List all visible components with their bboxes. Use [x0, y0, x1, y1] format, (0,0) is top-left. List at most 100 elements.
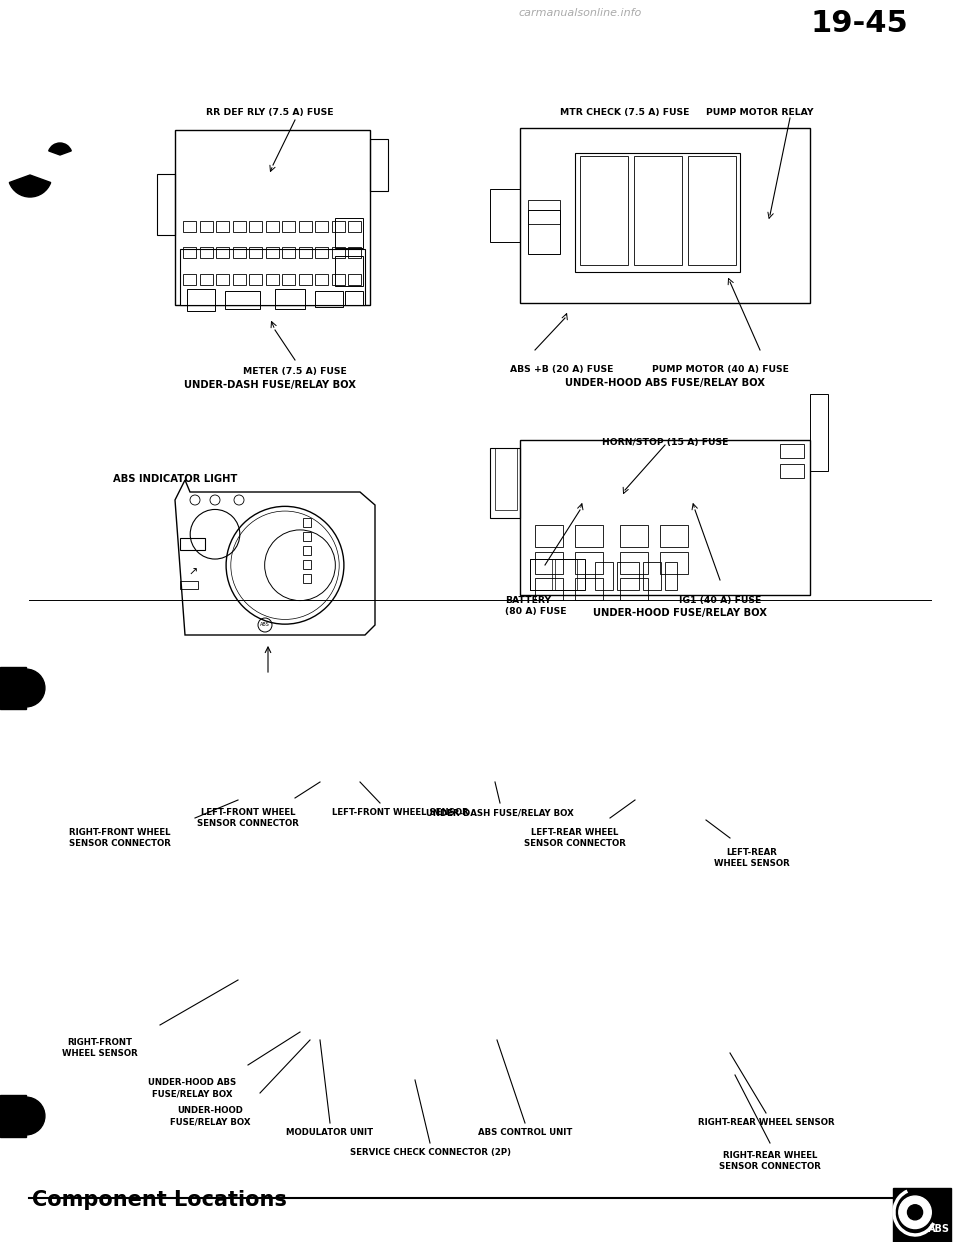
Bar — [200, 273, 212, 284]
Text: UNDER-HOOD ABS
FUSE/RELAY BOX: UNDER-HOOD ABS FUSE/RELAY BOX — [148, 1078, 236, 1098]
Text: PUMP MOTOR (40 A) FUSE: PUMP MOTOR (40 A) FUSE — [652, 365, 788, 374]
Bar — [303, 574, 311, 582]
Bar — [348, 273, 361, 284]
Circle shape — [899, 1196, 931, 1228]
Bar — [810, 394, 828, 471]
Bar — [249, 273, 262, 284]
Bar — [232, 221, 246, 232]
Bar — [282, 221, 295, 232]
Bar — [555, 559, 577, 590]
Text: RIGHT-FRONT WHEEL
SENSOR CONNECTOR: RIGHT-FRONT WHEEL SENSOR CONNECTOR — [69, 828, 171, 848]
Bar — [490, 448, 520, 518]
Bar — [348, 221, 361, 232]
Text: ↗: ↗ — [188, 568, 198, 578]
Text: MODULATOR UNIT: MODULATOR UNIT — [286, 1128, 373, 1136]
Bar — [266, 273, 278, 284]
Bar — [348, 247, 361, 258]
Text: HORN/STOP (15 A) FUSE: HORN/STOP (15 A) FUSE — [602, 438, 729, 447]
Text: SERVICE CHECK CONNECTOR (2P): SERVICE CHECK CONNECTOR (2P) — [349, 1148, 511, 1158]
Bar — [303, 532, 311, 540]
Bar — [216, 247, 229, 258]
Bar — [200, 247, 212, 258]
Text: IG1 (40 A) FUSE: IG1 (40 A) FUSE — [679, 596, 761, 605]
Bar — [266, 221, 278, 232]
Text: LEFT-REAR WHEEL
SENSOR CONNECTOR: LEFT-REAR WHEEL SENSOR CONNECTOR — [524, 828, 626, 848]
Bar — [225, 291, 260, 309]
Text: UNDER-DASH FUSE/RELAY BOX: UNDER-DASH FUSE/RELAY BOX — [184, 380, 356, 390]
Bar — [282, 247, 295, 258]
Bar — [528, 210, 560, 255]
Text: RIGHT-REAR WHEEL
SENSOR CONNECTOR: RIGHT-REAR WHEEL SENSOR CONNECTOR — [719, 1151, 821, 1171]
Text: MTR CHECK (7.5 A) FUSE: MTR CHECK (7.5 A) FUSE — [560, 108, 689, 117]
Bar — [303, 545, 311, 554]
Bar — [643, 563, 661, 590]
Bar — [575, 525, 603, 548]
Bar — [180, 580, 198, 589]
Bar — [299, 221, 311, 232]
Bar — [157, 174, 175, 235]
Bar — [665, 563, 677, 590]
Bar — [530, 559, 552, 590]
Bar — [520, 128, 810, 303]
Bar — [331, 273, 345, 284]
Bar — [620, 578, 648, 600]
Bar — [282, 273, 295, 284]
Bar — [580, 156, 628, 265]
Bar — [200, 221, 212, 232]
Bar — [620, 551, 648, 574]
Text: UNDER-HOOD ABS FUSE/RELAY BOX: UNDER-HOOD ABS FUSE/RELAY BOX — [565, 378, 765, 388]
Bar — [780, 443, 804, 458]
Text: PUMP MOTOR RELAY: PUMP MOTOR RELAY — [707, 108, 814, 117]
Bar — [249, 247, 262, 258]
Text: RIGHT-REAR WHEEL SENSOR: RIGHT-REAR WHEEL SENSOR — [698, 1118, 834, 1126]
Text: ABS: ABS — [260, 622, 270, 627]
Bar — [528, 200, 560, 225]
Bar — [183, 221, 196, 232]
Bar — [331, 247, 345, 258]
Bar — [0, 1095, 26, 1136]
Bar — [299, 273, 311, 284]
Bar — [0, 667, 26, 709]
Bar — [617, 563, 639, 590]
Bar — [893, 1189, 951, 1242]
Bar — [575, 153, 740, 272]
Text: UNDER-DASH FUSE/RELAY BOX: UNDER-DASH FUSE/RELAY BOX — [426, 809, 574, 817]
Text: BATTERY
(80 A) FUSE: BATTERY (80 A) FUSE — [505, 596, 566, 616]
Bar — [634, 156, 682, 265]
Bar — [180, 538, 205, 550]
Text: ABS +B (20 A) FUSE: ABS +B (20 A) FUSE — [510, 365, 613, 374]
Text: LEFT-FRONT WHEEL
SENSOR CONNECTOR: LEFT-FRONT WHEEL SENSOR CONNECTOR — [197, 809, 299, 828]
Bar — [299, 247, 311, 258]
Bar — [575, 578, 603, 600]
Bar — [303, 518, 311, 527]
Bar — [335, 219, 363, 248]
Bar — [249, 221, 262, 232]
Bar — [183, 247, 196, 258]
Bar — [345, 291, 363, 306]
Wedge shape — [26, 669, 45, 707]
Text: METER (7.5 A) FUSE: METER (7.5 A) FUSE — [243, 366, 347, 376]
Bar — [266, 247, 278, 258]
Text: Component Locations: Component Locations — [32, 1190, 287, 1210]
Circle shape — [907, 1205, 923, 1220]
Bar — [275, 289, 305, 309]
Bar — [520, 440, 810, 595]
Bar — [315, 273, 328, 284]
Bar — [183, 273, 196, 284]
Bar — [331, 221, 345, 232]
Bar — [303, 559, 311, 569]
Wedge shape — [26, 1097, 45, 1135]
Text: carmanualsonline.info: carmanualsonline.info — [518, 7, 641, 17]
Bar — [187, 289, 215, 310]
Bar — [175, 130, 370, 306]
Text: UNDER-HOOD
FUSE/RELAY BOX: UNDER-HOOD FUSE/RELAY BOX — [170, 1105, 251, 1126]
Bar — [535, 525, 563, 548]
Bar — [535, 551, 563, 574]
Bar — [370, 139, 388, 191]
Wedge shape — [49, 143, 71, 155]
Text: 19-45: 19-45 — [810, 9, 908, 39]
Bar — [530, 559, 585, 590]
Bar — [535, 578, 563, 600]
Bar — [660, 551, 688, 574]
Text: LEFT-FRONT WHEEL SENSOR: LEFT-FRONT WHEEL SENSOR — [331, 809, 468, 817]
